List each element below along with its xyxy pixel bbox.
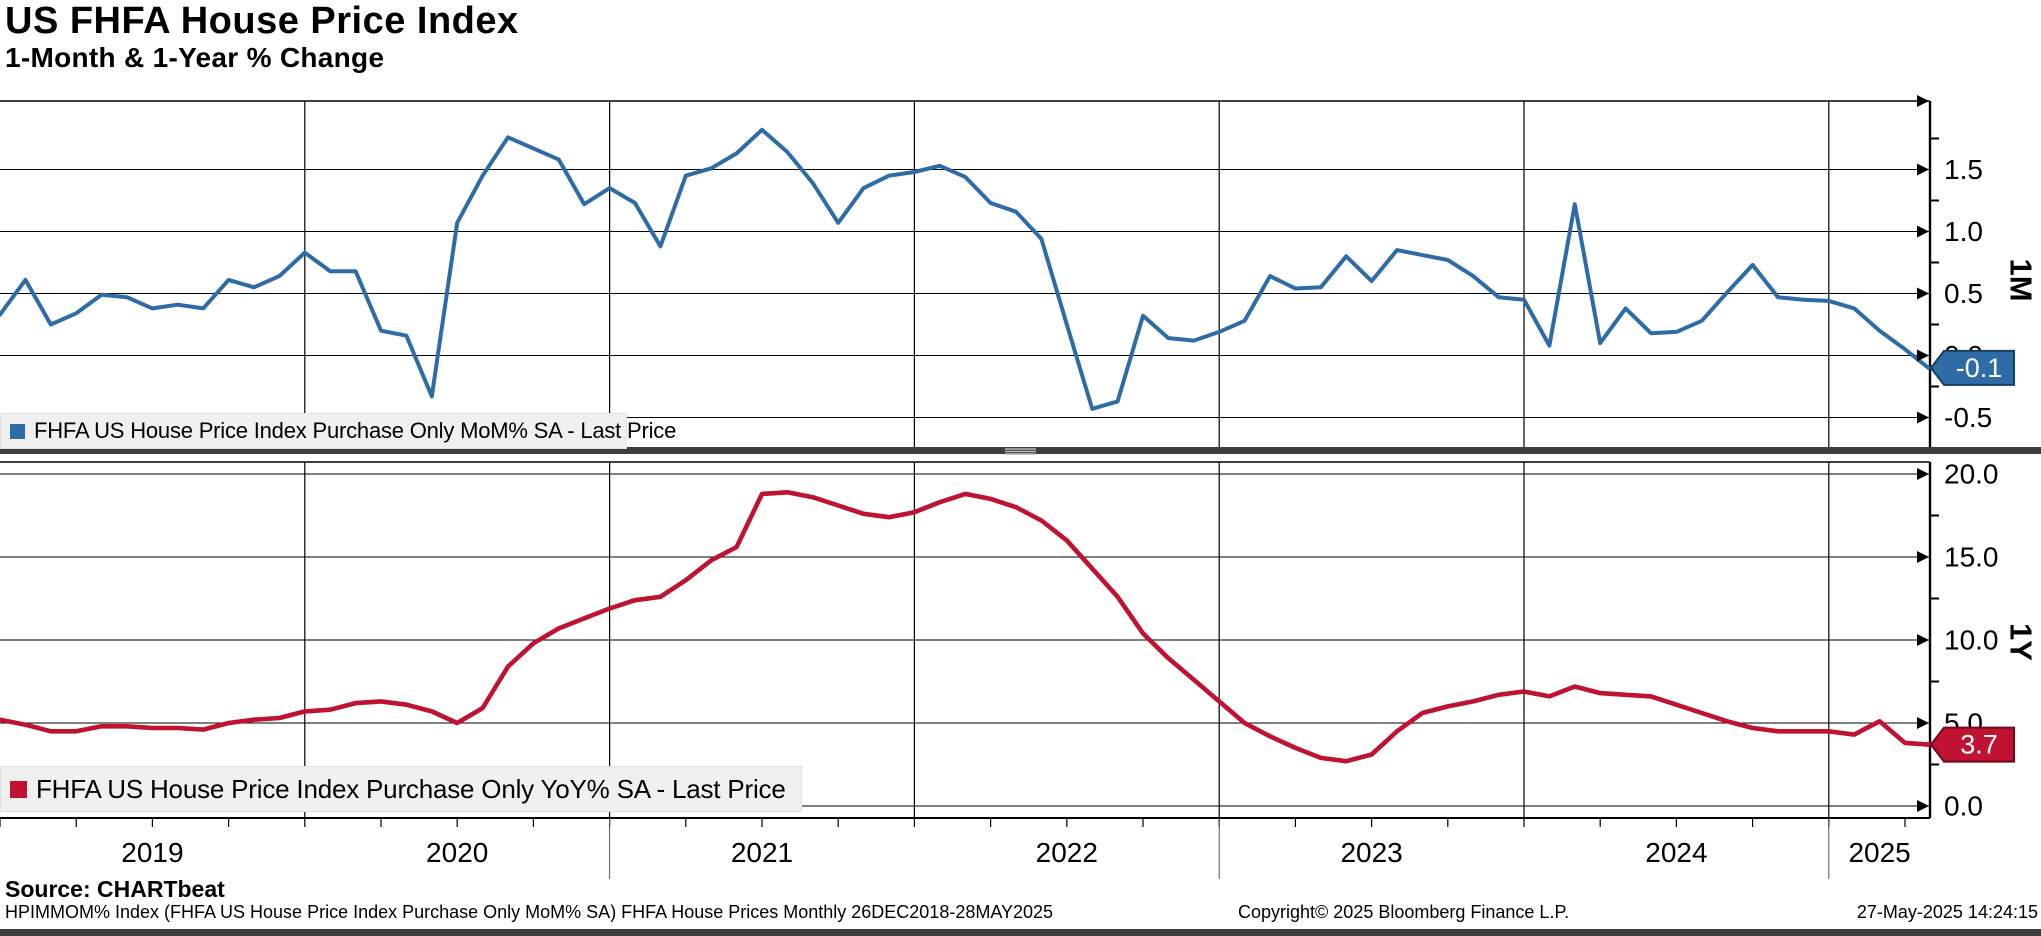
bottom-statusbar xyxy=(0,929,2041,936)
xtick-year-label: 2019 xyxy=(121,837,183,868)
ytick-label: 1.5 xyxy=(1944,154,1983,185)
legend-mom-label: FHFA US House Price Index Purchase Only … xyxy=(34,418,677,443)
series-line-1y xyxy=(0,489,1931,764)
axis-name-1y: 1Y xyxy=(2004,623,2039,661)
legend-mom[interactable]: FHFA US House Price Index Purchase Only … xyxy=(0,413,676,449)
last-price-flag-1m: -0.1 xyxy=(1929,349,2015,386)
page-title: US FHFA House Price Index xyxy=(5,0,519,42)
ytick-label: 1.0 xyxy=(1944,216,1983,247)
panel-separator[interactable] xyxy=(0,447,2041,454)
legend-yoy-swatch-icon xyxy=(10,780,27,798)
series-line-1m xyxy=(0,127,1931,411)
xtick-year-label: 2025 xyxy=(1848,837,1910,868)
xtick-year-label: 2022 xyxy=(1036,837,1098,868)
footnote-text: HPIMMOM% Index (FHFA US House Price Inde… xyxy=(5,902,1054,922)
xtick-year-label: 2024 xyxy=(1645,837,1707,868)
xtick-year-label: 2021 xyxy=(731,837,793,868)
xtick-year-label: 2020 xyxy=(426,837,488,868)
legend-mom-swatch-icon xyxy=(10,423,25,439)
last-price-value: 3.7 xyxy=(1960,730,1998,760)
source-label: Source: CHARTbeat xyxy=(5,876,225,902)
last-price-value: -0.1 xyxy=(1956,353,2003,383)
last-price-flag-1y: 3.7 xyxy=(1929,726,2015,763)
xtick-year-label: 2023 xyxy=(1340,837,1402,868)
panel-1m: 1.51.00.50.0-0.51M-0.1 xyxy=(0,100,2039,450)
timestamp-text: 27-May-2025 14:24:15 xyxy=(1856,902,2038,922)
ytick-label: 20.0 xyxy=(1944,459,1999,490)
ytick-label: 0.5 xyxy=(1944,278,1983,309)
ytick-label: 0.0 xyxy=(1944,791,1983,822)
ytick-label: 15.0 xyxy=(1944,542,1999,573)
ytick-label: -0.5 xyxy=(1944,402,1992,433)
ytick-label: 10.0 xyxy=(1944,625,1999,656)
axis-name-1m: 1M xyxy=(2004,258,2039,301)
legend-yoy[interactable]: FHFA US House Price Index Purchase Only … xyxy=(0,766,802,812)
page-subtitle: 1-Month & 1-Year % Change xyxy=(5,42,385,73)
copyright-text: Copyright© 2025 Bloomberg Finance L.P. xyxy=(1238,902,1570,922)
legend-yoy-label: FHFA US House Price Index Purchase Only … xyxy=(36,773,786,804)
